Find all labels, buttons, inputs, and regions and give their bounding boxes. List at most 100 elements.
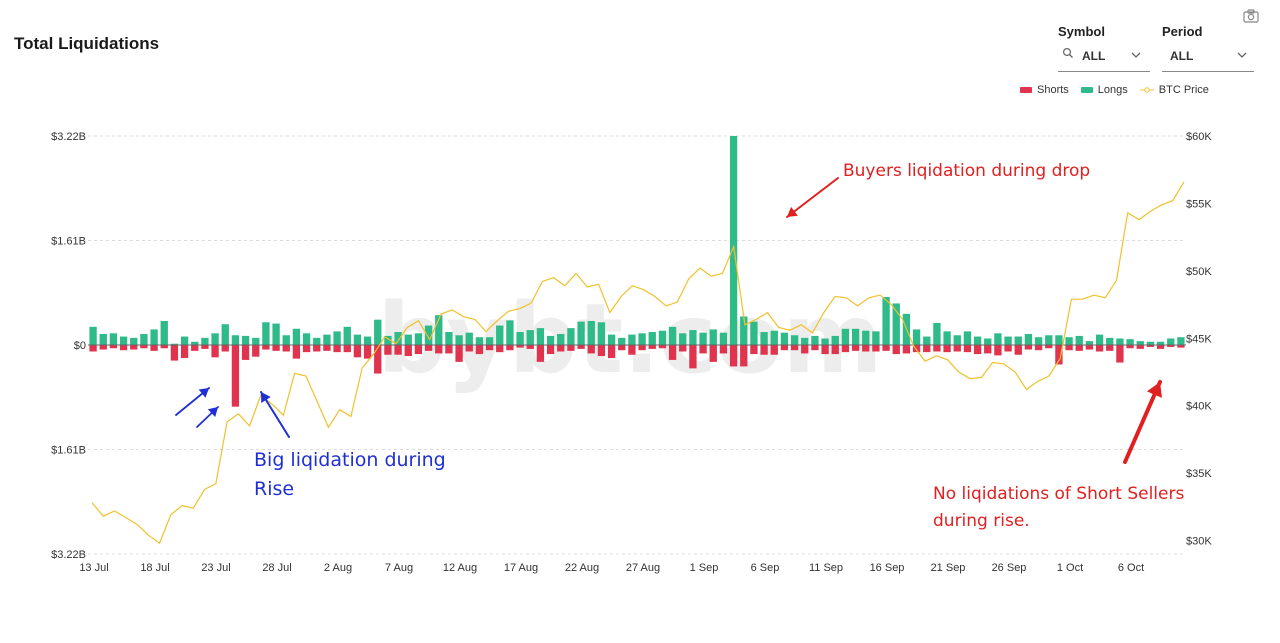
- short-bar: [994, 345, 1002, 356]
- short-bar: [191, 345, 199, 351]
- long-bar: [984, 338, 992, 345]
- long-bar: [963, 331, 972, 345]
- short-bar: [618, 345, 626, 351]
- long-bar: [89, 326, 97, 345]
- long-bar: [892, 303, 900, 345]
- short-bar: [872, 345, 880, 352]
- long-bar: [130, 337, 138, 345]
- long-bar: [1045, 335, 1053, 345]
- short-bar: [1095, 345, 1104, 352]
- long-bar: [241, 335, 250, 345]
- short-bar: [851, 345, 860, 351]
- long-bar: [353, 334, 362, 345]
- legend-item-shorts[interactable]: Shorts: [1020, 84, 1069, 96]
- long-bar: [302, 333, 311, 345]
- x-tick-label: 13 Jul: [79, 562, 108, 574]
- long-bar: [689, 330, 697, 345]
- short-bar: [780, 345, 789, 351]
- x-tick-label: 26 Sep: [992, 562, 1027, 574]
- long-bar: [384, 335, 392, 345]
- long-bar: [1156, 341, 1165, 345]
- short-bar: [496, 345, 504, 353]
- x-tick-label: 28 Jul: [262, 562, 291, 574]
- short-bar: [526, 345, 534, 349]
- x-tick-label: 2 Aug: [324, 562, 352, 574]
- period-select[interactable]: ALL: [1162, 47, 1254, 72]
- long-bar: [119, 336, 128, 345]
- short-bar: [323, 345, 331, 351]
- long-bar: [445, 332, 453, 345]
- long-bar: [231, 335, 240, 345]
- annotation-big-line1: Big liqidation during: [254, 449, 446, 471]
- x-tick-label: 1 Oct: [1057, 562, 1083, 574]
- short-bar: [302, 345, 311, 353]
- long-bar: [140, 333, 148, 345]
- short-bar: [1014, 345, 1022, 355]
- short-bar: [740, 345, 748, 367]
- y-right-tick-label: $60K: [1186, 131, 1212, 143]
- long-bar: [1075, 335, 1083, 345]
- long-bar: [607, 334, 616, 345]
- long-bar: [740, 316, 748, 345]
- long-bar: [1065, 337, 1073, 345]
- short-bar: [760, 345, 768, 355]
- x-tick-label: 18 Jul: [140, 562, 169, 574]
- short-bar: [841, 345, 850, 353]
- long-bar: [516, 332, 524, 345]
- long-bar: [109, 333, 118, 345]
- x-tick-label: 1 Sep: [690, 562, 719, 574]
- short-bar: [1167, 345, 1175, 347]
- short-bar: [557, 345, 565, 352]
- short-bar: [821, 345, 829, 355]
- arrow-no-liquidation-head: [1146, 382, 1162, 398]
- short-bar: [567, 345, 575, 351]
- long-bar: [211, 333, 219, 345]
- long-bar: [780, 332, 789, 345]
- short-bar: [241, 345, 250, 360]
- short-bar: [89, 345, 97, 352]
- long-bar: [750, 321, 758, 345]
- short-bar: [109, 345, 118, 349]
- legend-item-btc-price[interactable]: BTC Price: [1139, 84, 1209, 96]
- long-bar: [567, 328, 575, 345]
- camera-icon[interactable]: [1243, 9, 1259, 23]
- long-bar: [221, 324, 229, 345]
- short-bar: [607, 345, 616, 358]
- short-bar: [658, 345, 667, 349]
- short-bar: [1136, 345, 1144, 349]
- short-bar: [811, 345, 819, 351]
- short-bar: [506, 345, 514, 351]
- long-bar: [414, 333, 423, 345]
- short-bar: [516, 345, 524, 348]
- symbol-label: Symbol: [1058, 24, 1105, 39]
- long-bar: [577, 321, 585, 345]
- long-bar: [546, 335, 555, 345]
- x-tick-label: 6 Sep: [751, 562, 780, 574]
- long-bar: [994, 333, 1002, 345]
- short-bar: [1065, 345, 1073, 351]
- y-right-tick-label: $30K: [1186, 536, 1212, 548]
- short-bar: [1126, 345, 1134, 349]
- long-bar: [1024, 333, 1033, 345]
- page-title: Total Liquidations: [14, 34, 160, 53]
- legend-label-shorts: Shorts: [1037, 84, 1069, 96]
- y-left-tick-label: $1.61B: [51, 445, 86, 457]
- long-bar: [485, 337, 494, 345]
- short-bar: [1156, 345, 1165, 349]
- long-bar: [872, 331, 880, 345]
- long-bar: [557, 333, 565, 345]
- short-bar: [435, 345, 443, 354]
- long-bar: [923, 336, 931, 345]
- short-bar: [252, 345, 260, 357]
- short-bar: [587, 345, 595, 354]
- short-bar: [353, 345, 362, 358]
- annotation-big-line2: Rise: [254, 478, 295, 501]
- y-left-tick-label: $3.22B: [51, 131, 86, 143]
- long-bar: [180, 336, 189, 345]
- annotation-no-line1: No liqidations of Short Sellers: [933, 484, 1185, 504]
- short-bar: [719, 345, 728, 354]
- short-bar: [923, 345, 931, 353]
- symbol-select[interactable]: ALL: [1058, 47, 1150, 72]
- short-bar: [99, 345, 107, 350]
- legend-item-longs[interactable]: Longs: [1080, 84, 1128, 96]
